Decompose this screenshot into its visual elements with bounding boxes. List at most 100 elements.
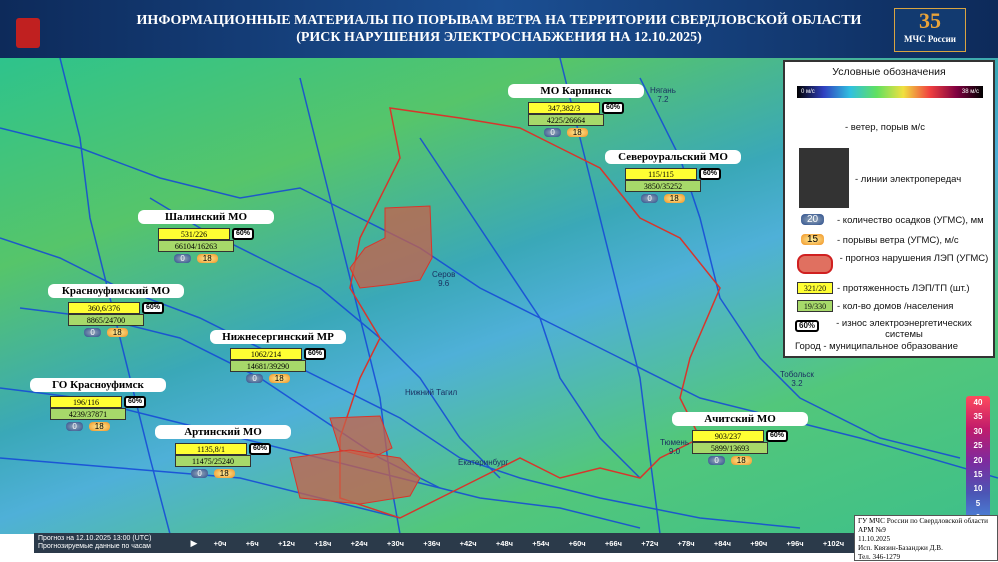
play-button[interactable]: ▶: [190, 537, 198, 548]
left-logo: [16, 18, 40, 48]
time-step[interactable]: +24ч: [350, 538, 368, 548]
municipality-name: Ачитский МО: [672, 412, 808, 426]
gust: 18: [730, 456, 752, 465]
row: 196/116 60%: [50, 396, 146, 408]
city: Серов 9.6: [432, 270, 455, 288]
time-step[interactable]: +42ч: [459, 538, 477, 548]
precipitation: 0: [66, 422, 83, 431]
gust-sample: 15: [801, 234, 825, 245]
city-name: Нягань: [650, 86, 676, 95]
lines-sample: [799, 148, 849, 208]
houses-label: - кол-во домов /населения: [837, 301, 954, 312]
steps: +0ч +6ч +12ч +18ч +24ч +30ч +36ч +42ч +48ч +54ч +6…: [204, 539, 854, 548]
wear: 60%: [231, 228, 254, 240]
city: Нягань 7.2: [650, 86, 676, 104]
time-step[interactable]: +54ч: [532, 538, 550, 548]
gust: 18: [268, 374, 290, 383]
logo-text: МЧС России: [904, 34, 956, 44]
legend-title: Условные обозначения: [832, 66, 946, 78]
municipality-name: ГО Красноуфимск: [30, 378, 166, 392]
gust-label: - порывы ветра (УГМС), м/с: [837, 235, 959, 246]
municipality: ГО Красноуфимск 196/116 60% 4239/37871 0 18: [30, 378, 166, 431]
time-step[interactable]: +0ч: [213, 538, 227, 548]
time-step[interactable]: +78ч: [677, 538, 695, 548]
precipitation: 0: [246, 374, 263, 383]
time-step[interactable]: +84ч: [713, 538, 731, 548]
houses-population: 3850/35252: [625, 180, 701, 192]
time-step[interactable]: +96ч: [786, 538, 804, 548]
time-step[interactable]: +12ч: [277, 538, 296, 548]
subtitle: (РИСК НАРУШЕНИЯ ЭЛЕКТРОСНАБЖЕНИЯ НА 12.1…: [296, 30, 702, 45]
municipality-name: Североуральский МО: [605, 150, 741, 164]
time-step[interactable]: +6ч: [245, 538, 259, 548]
precipitation: 0: [84, 328, 101, 337]
forecast-time: Прогноз на 12.10.2025 13:00 (UTC): [38, 535, 152, 542]
time-step[interactable]: +102ч: [822, 538, 845, 548]
gust: 18: [196, 254, 218, 263]
wear: 60%: [601, 102, 624, 114]
houses-population: 4225/26664: [528, 114, 604, 126]
wear: 60%: [765, 430, 788, 442]
municipality: Шалинский МО 531/226 60% 66104/16263 0 18: [138, 210, 274, 263]
city-value: 3.2: [791, 379, 803, 388]
municipality-name: Артинский МО: [155, 425, 291, 439]
row: 360,6/376 60%: [68, 302, 164, 314]
time-step[interactable]: +60ч: [568, 538, 586, 548]
municipality: Артинский МО 1135,8/1 60% 11475/25240 0 18: [155, 425, 291, 478]
time-step[interactable]: +90ч: [750, 538, 768, 548]
wear: 60%: [698, 168, 721, 180]
time-step[interactable]: +30ч: [386, 538, 404, 548]
municipality-name: Шалинский МО: [138, 210, 274, 224]
city: Нижний Тагил: [405, 388, 457, 397]
city: Тобольск 3.2: [780, 370, 814, 388]
row: 1062/214 60%: [230, 348, 326, 360]
timeline: Прогноз на 12.10.2025 13:00 (UTC) Прогноз…: [34, 533, 854, 553]
municipality: МО Карпинск 347,382/3 60% 4225/26664 0 18: [508, 84, 644, 137]
footer-line: ГУ МЧС России по Свердловской области: [858, 517, 988, 525]
scale-label: 20: [973, 455, 983, 465]
logo: 35 МЧС России: [894, 8, 966, 52]
color-scale: 4035302520151050: [966, 396, 990, 526]
time-step[interactable]: +18ч: [314, 538, 332, 548]
wear-sample: 60%: [795, 320, 820, 332]
footer: ГУ МЧС России по Свердловской области АРМ…: [854, 515, 998, 561]
footer-line: АРМ №9: [858, 526, 886, 534]
scale-min: 0 м/с: [801, 89, 815, 95]
precip-label: - количество осадков (УГМС), мм: [837, 215, 984, 226]
wind-scale: 0 м/с 38 м/с: [797, 86, 983, 98]
lines-count: 347,382/3: [528, 102, 600, 114]
municipality: Красноуфимский МО 360,6/376 60% 8865/24700 0…: [48, 284, 184, 337]
row: 1135,8/1 60%: [175, 443, 271, 455]
time-step[interactable]: +66ч: [604, 538, 622, 548]
gust: 18: [88, 422, 110, 431]
houses-sample: 19/330: [797, 300, 833, 312]
time-step[interactable]: +48ч: [495, 538, 513, 548]
city-value: 9.6: [438, 279, 450, 288]
lines-count: 903/237: [692, 430, 764, 442]
precipitation: 0: [641, 194, 658, 203]
footer-line: Исп. Квязин-Базанджи Д.В.: [858, 544, 943, 552]
badges: 0 18: [625, 194, 701, 203]
precip-sample: 20: [801, 214, 825, 225]
city-label: Город - муниципальное образование: [795, 341, 958, 352]
time-step[interactable]: +36ч: [423, 538, 441, 548]
lines-count: 115/115: [625, 168, 697, 180]
lines-sample-box: 321/20: [797, 282, 833, 294]
city-name: Тобольск: [780, 370, 814, 379]
houses-population: 4239/37871: [50, 408, 126, 420]
gust: 18: [106, 328, 128, 337]
forecast-zones: [289, 205, 433, 505]
scale-label: 15: [973, 469, 983, 479]
lines-count: 1062/214: [230, 348, 302, 360]
houses-population: 5899/13693: [692, 442, 768, 454]
forecast-sample: [797, 254, 833, 274]
scale-label: 35: [973, 412, 983, 422]
region-border: [339, 107, 721, 519]
forecast-label: - прогноз нарушения ЛЭП (УГМС): [839, 253, 989, 264]
city-name: Екатеринбург: [458, 458, 509, 467]
precipitation: 0: [544, 128, 561, 137]
time-step[interactable]: +72ч: [641, 538, 659, 548]
row: 347,382/3 60%: [528, 102, 624, 114]
scale-label: 30: [973, 426, 983, 436]
